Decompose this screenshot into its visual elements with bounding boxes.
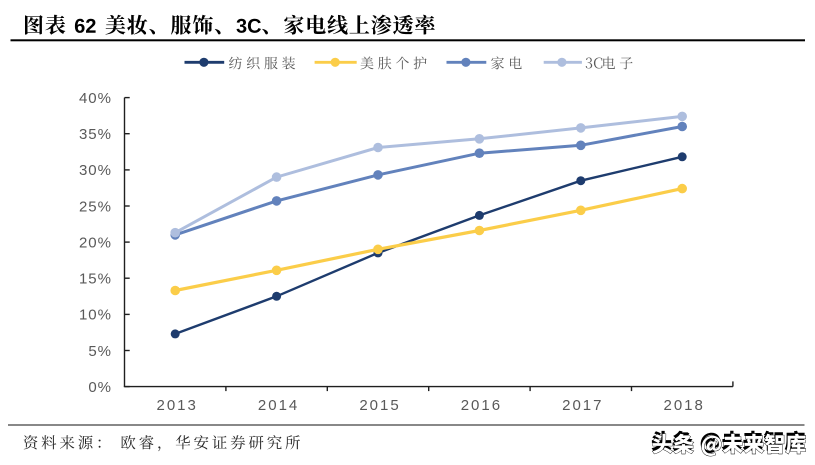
- svg-text:0%: 0%: [88, 379, 112, 396]
- svg-text:5%: 5%: [88, 343, 112, 360]
- svg-text:40%: 40%: [79, 90, 112, 107]
- svg-text:35%: 35%: [79, 126, 112, 143]
- svg-text:2014: 2014: [258, 397, 299, 414]
- svg-text:15%: 15%: [79, 271, 112, 288]
- svg-text:25%: 25%: [79, 198, 112, 215]
- svg-text:30%: 30%: [79, 162, 112, 179]
- svg-text:2016: 2016: [461, 397, 502, 414]
- svg-text:2013: 2013: [157, 397, 198, 414]
- svg-text:10%: 10%: [79, 307, 112, 324]
- svg-text:2015: 2015: [359, 397, 400, 414]
- svg-text:2018: 2018: [664, 397, 705, 414]
- svg-text:2017: 2017: [562, 397, 603, 414]
- svg-text:20%: 20%: [79, 234, 112, 251]
